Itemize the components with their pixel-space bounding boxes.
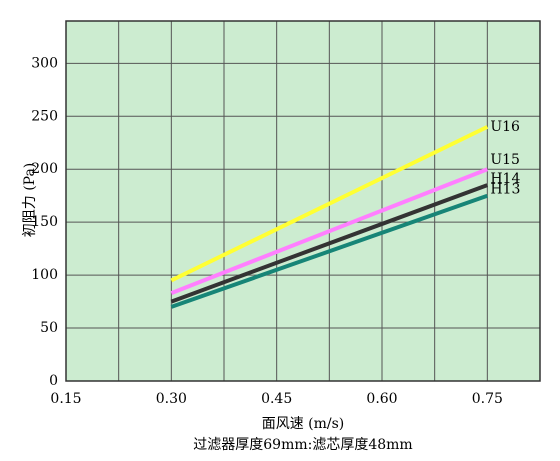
line bbox=[170, 167, 489, 295]
plot-border bbox=[65, 20, 541, 382]
legend-label: U15 bbox=[490, 152, 520, 168]
y-tick-label: 150 bbox=[31, 214, 58, 230]
legend-label: H14 bbox=[490, 171, 520, 187]
line bbox=[170, 125, 489, 283]
x-tick-label: 0.60 bbox=[366, 391, 397, 407]
line bbox=[170, 193, 488, 309]
plot-background bbox=[66, 21, 540, 381]
x-tick-label: 0.75 bbox=[472, 391, 503, 407]
y-tick-label: 0 bbox=[49, 373, 58, 389]
y-axis-label: 初阻力 (Pa) bbox=[21, 163, 38, 238]
y-tick-label: 100 bbox=[31, 267, 58, 283]
legend-label: H13 bbox=[490, 182, 520, 198]
y-tick-label: 250 bbox=[31, 108, 58, 124]
legend-label: U16 bbox=[490, 119, 520, 135]
y-tick-label: 50 bbox=[40, 320, 58, 336]
line bbox=[170, 183, 489, 304]
y-tick-label: 200 bbox=[31, 161, 58, 177]
y-tick-label: 300 bbox=[31, 55, 58, 71]
x-tick-label: 0.30 bbox=[156, 391, 187, 407]
x-tick-label: 0.15 bbox=[50, 391, 81, 407]
x-axis-label: 面风速 (m/s) bbox=[262, 416, 345, 432]
x-tick-label: 0.45 bbox=[261, 391, 292, 407]
subtitle: 过滤器厚度69mm:滤芯厚度48mm bbox=[193, 437, 412, 453]
